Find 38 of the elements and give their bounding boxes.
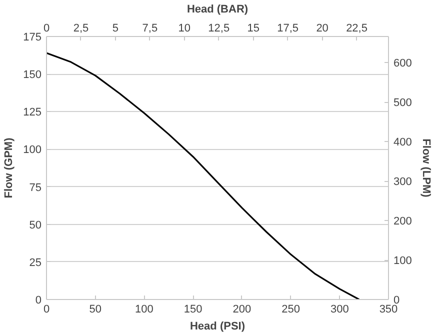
y-tick-label: 150 [23,69,42,82]
x2-tick-label: 12,5 [208,22,230,34]
y-tick-label: 50 [29,219,42,232]
x2-tick-label: 5 [112,22,119,34]
x-tick-label: 200 [232,304,252,316]
y-tick-label: 100 [23,144,42,156]
y-tick-label: 75 [29,182,42,194]
x2-axis-title: Head (BAR) [186,4,248,16]
x-tick-label: 250 [282,304,300,316]
x2-tick-label: 7,5 [142,22,158,34]
x-tick-label: 50 [89,304,102,316]
y-tick-label: 175 [23,32,42,44]
y-axis-title: Flow (GPM) [3,137,16,198]
y-tick-label: 25 [29,256,42,269]
y2-axis-title: Flow (LPM) [420,138,432,198]
y2-tick-label: 600 [394,58,412,70]
x2-tick-label: 2,5 [73,22,89,34]
x-tick-label: 350 [379,304,398,316]
x2-tick-label: 0 [43,22,50,34]
x2-tick-label: 17,5 [277,22,299,34]
x-tick-label: 100 [135,304,154,316]
x2-tick-label: 20 [316,22,328,34]
y2-tick-label: 400 [394,136,412,149]
x-axis-title: Head (PSI) [190,320,246,332]
y-tick-label: 125 [23,106,42,119]
x-tick-label: 150 [184,304,202,316]
x-tick-label: 300 [330,304,349,316]
x-tick-label: 0 [43,304,50,316]
x2-tick-label: 22,5 [346,22,368,34]
y2-tick-label: 0 [394,294,400,306]
y2-tick-label: 500 [394,97,412,110]
y2-tick-label: 100 [394,255,412,268]
x2-tick-label: 10 [178,22,191,34]
x2-tick-label: 15 [247,22,260,34]
y2-tick-label: 200 [394,216,412,228]
y-tick-label: 0 [35,294,42,306]
line-series [46,52,360,300]
y2-tick-label: 300 [394,176,412,188]
